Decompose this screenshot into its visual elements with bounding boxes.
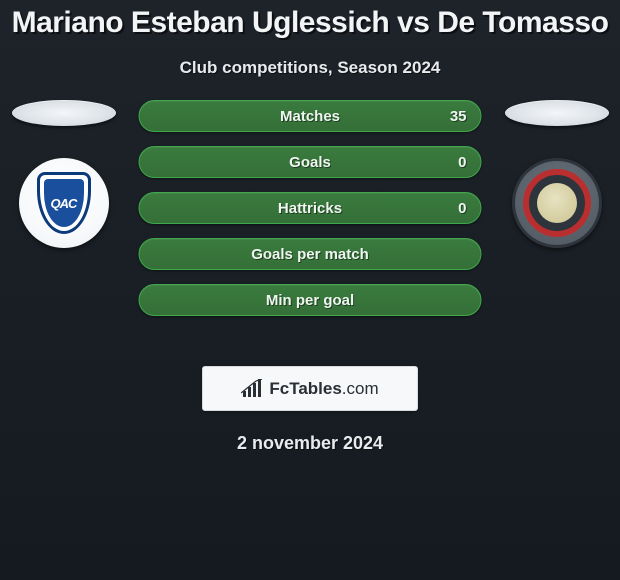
stat-column: Matches 35 Goals 0 Hattricks 0 Goals per…	[139, 100, 482, 316]
brand-text: FcTables.com	[269, 379, 378, 399]
stat-label: Hattricks	[278, 200, 342, 217]
stat-pill: Min per goal	[139, 284, 482, 316]
stat-label: Goals	[289, 154, 331, 171]
stat-value-right: 0	[458, 154, 466, 171]
crest-left-text: QAC	[51, 196, 77, 211]
page-date: 2 november 2024	[0, 433, 620, 454]
page-subtitle: Club competitions, Season 2024	[0, 58, 620, 78]
comparison-arena: QAC Matches 35 Goals 0 Hattricks 0 Goals…	[0, 100, 620, 350]
stat-label: Min per goal	[266, 292, 354, 309]
stat-label: Matches	[280, 108, 340, 125]
stat-value-right: 0	[458, 200, 466, 217]
ring-icon	[523, 169, 591, 237]
stat-pill: Hattricks 0	[139, 192, 482, 224]
left-player-side: QAC	[6, 100, 121, 248]
stat-pill: Goals per match	[139, 238, 482, 270]
shield-icon: QAC	[37, 172, 91, 234]
stat-pill: Matches 35	[139, 100, 482, 132]
crest-center-icon	[537, 183, 577, 223]
brand-text-light: .com	[342, 379, 379, 398]
stat-label: Goals per match	[251, 246, 369, 263]
player-ellipse-left	[12, 100, 116, 126]
team-crest-left: QAC	[19, 158, 109, 248]
stat-value-right: 35	[450, 108, 467, 125]
player-ellipse-right	[505, 100, 609, 126]
brand-badge: FcTables.com	[202, 366, 418, 411]
stat-pill: Goals 0	[139, 146, 482, 178]
bar-chart-icon	[241, 379, 263, 399]
page-title: Mariano Esteban Uglessich vs De Tomasso	[0, 0, 620, 40]
team-crest-right	[512, 158, 602, 248]
right-player-side	[499, 100, 614, 248]
brand-text-strong: FcTables	[269, 379, 341, 398]
